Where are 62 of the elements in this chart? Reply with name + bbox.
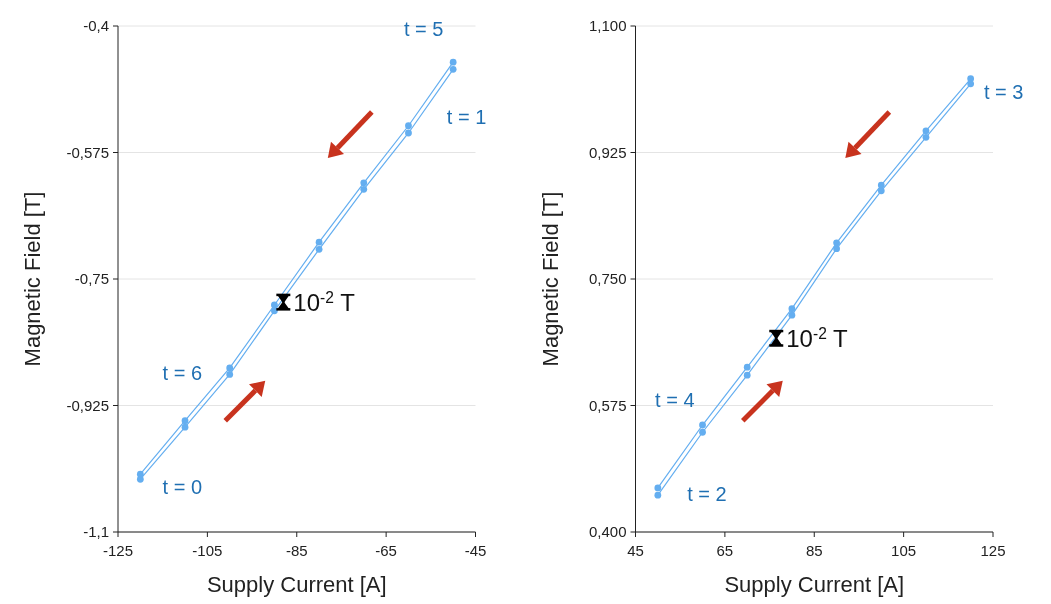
y-tick-label: -0,575 [66, 143, 109, 161]
y-axis-title: Magnetic Field [T] [20, 191, 45, 367]
x-axis-title: Supply Current [A] [206, 572, 387, 597]
point [699, 428, 706, 436]
point [833, 239, 840, 247]
annotation: t = 1 [446, 106, 487, 129]
y-tick-label: -0,75 [74, 270, 109, 288]
annotation: t = 5 [403, 18, 444, 41]
point [654, 491, 662, 499]
annotation: t = 0 [162, 476, 203, 499]
y-tick-label: 0,750 [588, 270, 627, 288]
point [967, 80, 975, 88]
point [743, 363, 751, 371]
point [922, 133, 930, 141]
annotation: t = 6 [162, 361, 203, 384]
x-tick-label: -125 [102, 542, 134, 559]
point [136, 475, 144, 483]
point [181, 417, 189, 425]
x-tick-label: -45 [464, 542, 487, 559]
annotation: t = 4 [655, 389, 695, 412]
x-tick-label: 85 [805, 542, 823, 559]
point [788, 305, 796, 313]
point [833, 245, 840, 253]
y-tick-label: 0,400 [588, 523, 627, 541]
y-axis-title: Magnetic Field [T] [537, 191, 563, 367]
x-tick-label: 105 [891, 542, 917, 559]
y-tick-label: -0,4 [83, 17, 109, 35]
point [743, 371, 751, 379]
x-tick-label: 65 [716, 542, 734, 559]
point [654, 484, 662, 492]
x-tick-label: -105 [192, 542, 223, 559]
point [699, 421, 706, 429]
annotation: t = 3 [983, 80, 1024, 103]
point [405, 122, 412, 130]
point [181, 423, 189, 431]
point [226, 364, 234, 372]
point [449, 65, 457, 73]
y-tick-label: 0,925 [588, 143, 627, 161]
x-tick-label: 45 [627, 542, 644, 559]
x-tick-label: 125 [980, 542, 1006, 559]
x-tick-label: -65 [375, 542, 397, 559]
point [449, 58, 457, 66]
point [788, 311, 796, 319]
annotation: 10$^{-2}$ T [786, 324, 849, 352]
point [360, 185, 368, 193]
point [360, 179, 368, 187]
x-tick-label: -85 [285, 542, 308, 559]
point [271, 301, 278, 309]
point [226, 371, 234, 378]
annotation: t = 2 [687, 483, 727, 506]
point [315, 245, 323, 253]
y-tick-label: 1,100 [588, 17, 627, 35]
y-tick-label: -1,1 [83, 523, 109, 541]
point [922, 127, 930, 135]
point [405, 129, 412, 137]
point [877, 187, 885, 195]
point [315, 238, 323, 246]
annotation: 10$^{-2}$ T [293, 288, 356, 316]
y-tick-label: -0,925 [66, 396, 109, 414]
y-tick-label: 0,575 [588, 396, 627, 414]
point [877, 181, 885, 189]
x-axis-title: Supply Current [A] [724, 572, 905, 597]
